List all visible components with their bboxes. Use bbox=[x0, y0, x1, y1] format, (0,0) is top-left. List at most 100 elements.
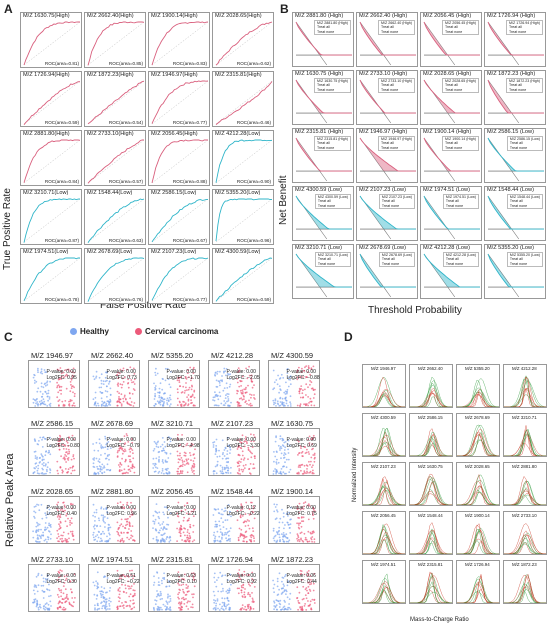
healthy-point bbox=[215, 508, 217, 511]
healthy-point bbox=[34, 405, 37, 407]
roc-diagonal bbox=[151, 198, 209, 243]
healthy-point bbox=[284, 397, 287, 399]
healthy-point bbox=[159, 382, 162, 385]
healthy-point bbox=[225, 394, 227, 397]
healthy-point bbox=[212, 399, 214, 401]
cancer-point bbox=[124, 601, 127, 603]
healthy-point bbox=[104, 435, 106, 438]
spectrum-cell: M/Z 2881.80 bbox=[503, 462, 547, 506]
cancer-point bbox=[242, 459, 245, 461]
healthy-point bbox=[221, 468, 224, 470]
cancer-point bbox=[69, 400, 72, 403]
healthy-point bbox=[45, 514, 47, 517]
healthy-point bbox=[43, 400, 46, 403]
healthy-point bbox=[280, 447, 283, 450]
cancer-point bbox=[59, 367, 62, 369]
cancer-point bbox=[313, 393, 316, 396]
healthy-point bbox=[161, 437, 164, 439]
cancer-point bbox=[312, 454, 315, 456]
healthy-point bbox=[278, 385, 281, 387]
scatter-plot bbox=[272, 434, 316, 475]
healthy-point bbox=[36, 534, 39, 537]
cancer-point bbox=[182, 400, 184, 403]
dca-title: M/Z 1630.75 (High) bbox=[295, 71, 344, 77]
healthy-point bbox=[98, 458, 101, 460]
spectrum-title: M/Z 3210.71 bbox=[512, 415, 537, 420]
healthy-point bbox=[41, 438, 43, 441]
spectrum-trace bbox=[363, 391, 405, 407]
healthy-point bbox=[103, 604, 105, 607]
cancer-point bbox=[306, 470, 308, 473]
spectrum-trace bbox=[504, 378, 546, 407]
cancer-point bbox=[130, 537, 132, 539]
cancer-point bbox=[184, 376, 187, 379]
roc-cell: M/Z 2662.40(High) ROC(area=0.85) bbox=[84, 12, 146, 68]
healthy-point bbox=[40, 396, 43, 398]
dca-legend-treat-none: Treat none bbox=[445, 87, 463, 92]
healthy-point bbox=[42, 398, 45, 401]
cancer-point bbox=[310, 400, 313, 403]
log2fc-text: Log2FC: −0.79 bbox=[106, 443, 140, 449]
healthy-point bbox=[105, 468, 108, 471]
cancer-point bbox=[253, 440, 255, 443]
healthy-point bbox=[43, 539, 46, 542]
cancer-point bbox=[73, 395, 76, 398]
cancer-point bbox=[239, 379, 241, 382]
cancer-point bbox=[305, 609, 308, 611]
cancer-point bbox=[62, 606, 65, 609]
cancer-point bbox=[124, 397, 127, 400]
healthy-point bbox=[283, 454, 285, 456]
spectrum-title: M/Z 1726.94 bbox=[465, 562, 490, 567]
healthy-point bbox=[49, 402, 52, 405]
healthy-point bbox=[169, 440, 172, 443]
roc-diagonal bbox=[87, 80, 145, 125]
cancer-point bbox=[185, 605, 188, 608]
cancer-point bbox=[298, 540, 301, 543]
dca-title: M/Z 1946.97 (High) bbox=[359, 129, 408, 135]
healthy-point bbox=[38, 523, 41, 526]
healthy-point bbox=[45, 602, 48, 605]
roc-plot bbox=[151, 198, 209, 243]
cancer-point bbox=[117, 588, 120, 591]
healthy-point bbox=[283, 391, 286, 394]
cancer-point bbox=[131, 393, 134, 395]
healthy-point bbox=[221, 597, 224, 600]
healthy-point bbox=[161, 468, 164, 470]
healthy-point bbox=[98, 442, 101, 445]
cancer-point bbox=[62, 457, 65, 460]
cancer-point bbox=[245, 520, 248, 523]
cancer-point bbox=[301, 473, 304, 475]
scatter-plot bbox=[32, 434, 76, 475]
healthy-point bbox=[219, 470, 222, 473]
cancer-point bbox=[304, 366, 306, 369]
spectrum-trace bbox=[457, 574, 499, 603]
healthy-point bbox=[287, 385, 290, 388]
cancer-point bbox=[182, 588, 184, 591]
cancer-point bbox=[308, 460, 310, 463]
cancer-point bbox=[132, 599, 135, 601]
dca-legend-treat-all: Treat all bbox=[381, 83, 394, 88]
dca-legend-model: M/Z 1946.97 (High) bbox=[381, 137, 412, 141]
cancer-point bbox=[193, 457, 196, 460]
cancer-point bbox=[117, 464, 120, 466]
cancer-point bbox=[313, 602, 316, 604]
roc-plot bbox=[151, 257, 209, 302]
spectrum-trace bbox=[410, 571, 452, 603]
panel-c-legend-healthy: Healthy bbox=[70, 327, 109, 336]
cancer-point bbox=[184, 403, 187, 406]
healthy-point bbox=[289, 592, 292, 595]
healthy-point bbox=[108, 453, 111, 456]
cancer-point bbox=[190, 399, 192, 402]
spectrum-plot bbox=[363, 427, 405, 456]
healthy-point bbox=[221, 575, 223, 578]
cancer-point bbox=[309, 383, 311, 386]
panel-label-a: A bbox=[4, 2, 13, 16]
healthy-point bbox=[94, 391, 97, 394]
healthy-point bbox=[43, 590, 45, 593]
cancer-point bbox=[187, 585, 189, 588]
cancer-point bbox=[306, 571, 309, 574]
spectrum-title: M/Z 2881.80 bbox=[512, 464, 537, 469]
roc-plot bbox=[215, 80, 273, 125]
cancer-point bbox=[120, 393, 123, 396]
healthy-point bbox=[226, 589, 229, 592]
